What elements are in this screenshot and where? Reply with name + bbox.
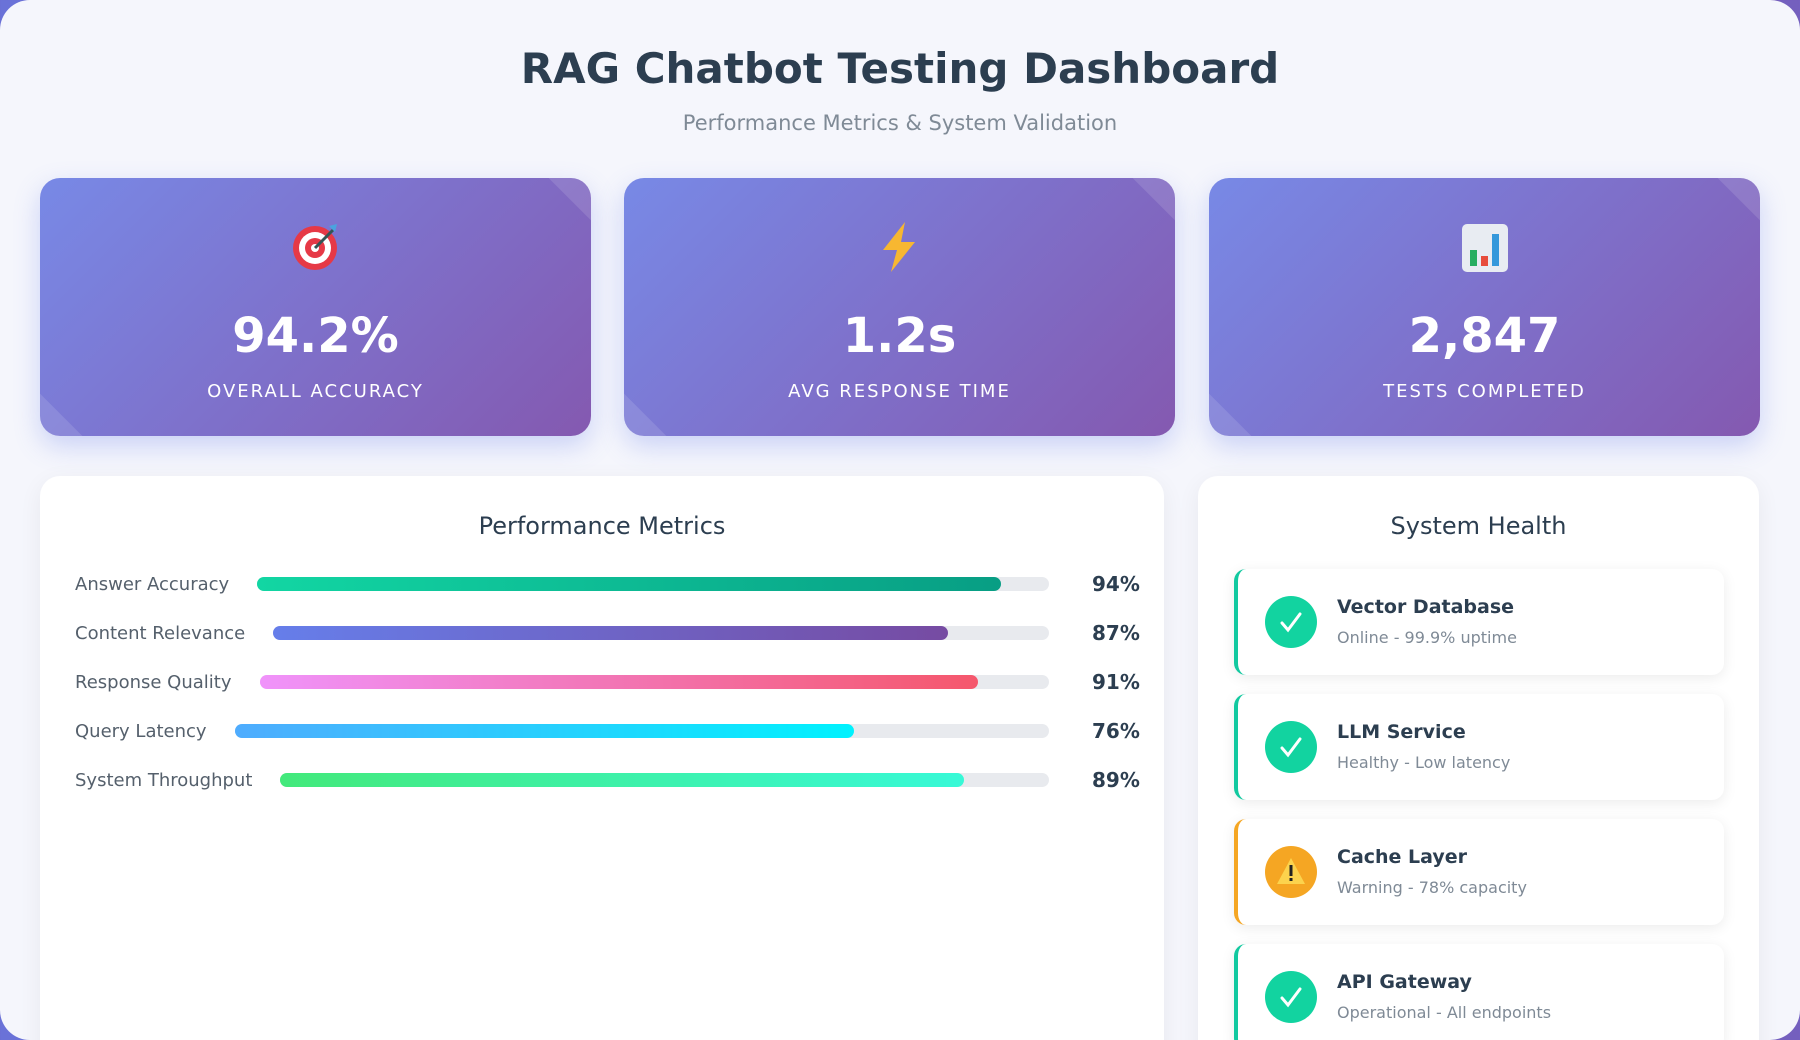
corner-deco [1717, 178, 1760, 221]
metric-row: System Throughput 89% [75, 765, 1140, 795]
stat-card: 1.2s AVG RESPONSE TIME [624, 178, 1175, 436]
metric-name: Content Relevance [75, 622, 246, 644]
stat-label: OVERALL ACCURACY [207, 381, 424, 402]
metric-name: Answer Accuracy [75, 573, 230, 595]
stat-label: AVG RESPONSE TIME [788, 381, 1011, 402]
stat-value: 94.2% [232, 308, 399, 364]
status-icon [1265, 721, 1317, 773]
service-status: Warning - 78% capacity [1337, 878, 1527, 897]
metric-row: Response Quality 91% [75, 667, 1140, 697]
title: RAG Chatbot Testing Dashboard [520, 44, 1280, 93]
metric-row: Answer Accuracy 94% [75, 569, 1140, 599]
service-status: Healthy - Low latency [1337, 753, 1511, 772]
metric-value: 89% [1092, 768, 1140, 792]
metric-name: Response Quality [75, 671, 232, 693]
service-status: Operational - All endpoints [1337, 1003, 1552, 1022]
stat-icon [883, 222, 915, 272]
bar [257, 577, 1002, 591]
metric-name: System Throughput [75, 769, 253, 791]
metric-row: Content Relevance 87% [75, 618, 1140, 648]
service-name: API Gateway [1337, 971, 1472, 993]
service-name: LLM Service [1337, 721, 1466, 743]
bar-track [234, 724, 1049, 738]
bar-track [280, 773, 1049, 787]
health-item: Cache Layer Warning - 78% capacity [1234, 819, 1724, 925]
bar-track [273, 626, 1049, 640]
bar [273, 626, 949, 640]
health-item: API Gateway Operational - All endpoints [1234, 944, 1724, 1040]
metric-value: 91% [1092, 670, 1140, 694]
stat-value: 1.2s [842, 308, 957, 364]
health-item: LLM Service Healthy - Low latency [1234, 694, 1724, 800]
metric-row: Query Latency 76% [75, 716, 1140, 746]
stat-icon [293, 224, 337, 270]
panel-title: Performance Metrics [478, 512, 726, 540]
subtitle: Performance Metrics & System Validation [682, 111, 1118, 135]
panel-title: System Health [1390, 512, 1567, 540]
stat-card: 2,847 TESTS COMPLETED [1209, 178, 1760, 436]
stat-icon [1462, 224, 1508, 272]
bar-track [259, 675, 1049, 689]
bar [234, 724, 854, 738]
stat-card: 94.2% OVERALL ACCURACY [40, 178, 591, 436]
stat-label: TESTS COMPLETED [1383, 381, 1586, 402]
status-icon [1265, 971, 1317, 1023]
status-icon [1265, 596, 1317, 648]
metric-value: 94% [1092, 572, 1140, 596]
service-name: Cache Layer [1337, 846, 1468, 868]
stat-value: 2,847 [1408, 308, 1561, 364]
performance-panel: Performance Metrics Answer Accuracy 94% Co… [40, 476, 1164, 1040]
health-panel: System Health Vector Database Online - 99… [1198, 476, 1759, 1040]
corner-deco [1132, 178, 1175, 221]
metric-value: 87% [1092, 621, 1140, 645]
metric-value: 76% [1092, 719, 1140, 743]
bar-track [257, 577, 1049, 591]
service-name: Vector Database [1337, 596, 1515, 618]
bar [259, 675, 978, 689]
service-status: Online - 99.9% uptime [1337, 628, 1517, 647]
bar [280, 773, 965, 787]
corner-deco [548, 178, 591, 221]
metric-name: Query Latency [75, 720, 207, 742]
health-item: Vector Database Online - 99.9% uptime [1234, 569, 1724, 675]
status-icon [1265, 846, 1317, 898]
